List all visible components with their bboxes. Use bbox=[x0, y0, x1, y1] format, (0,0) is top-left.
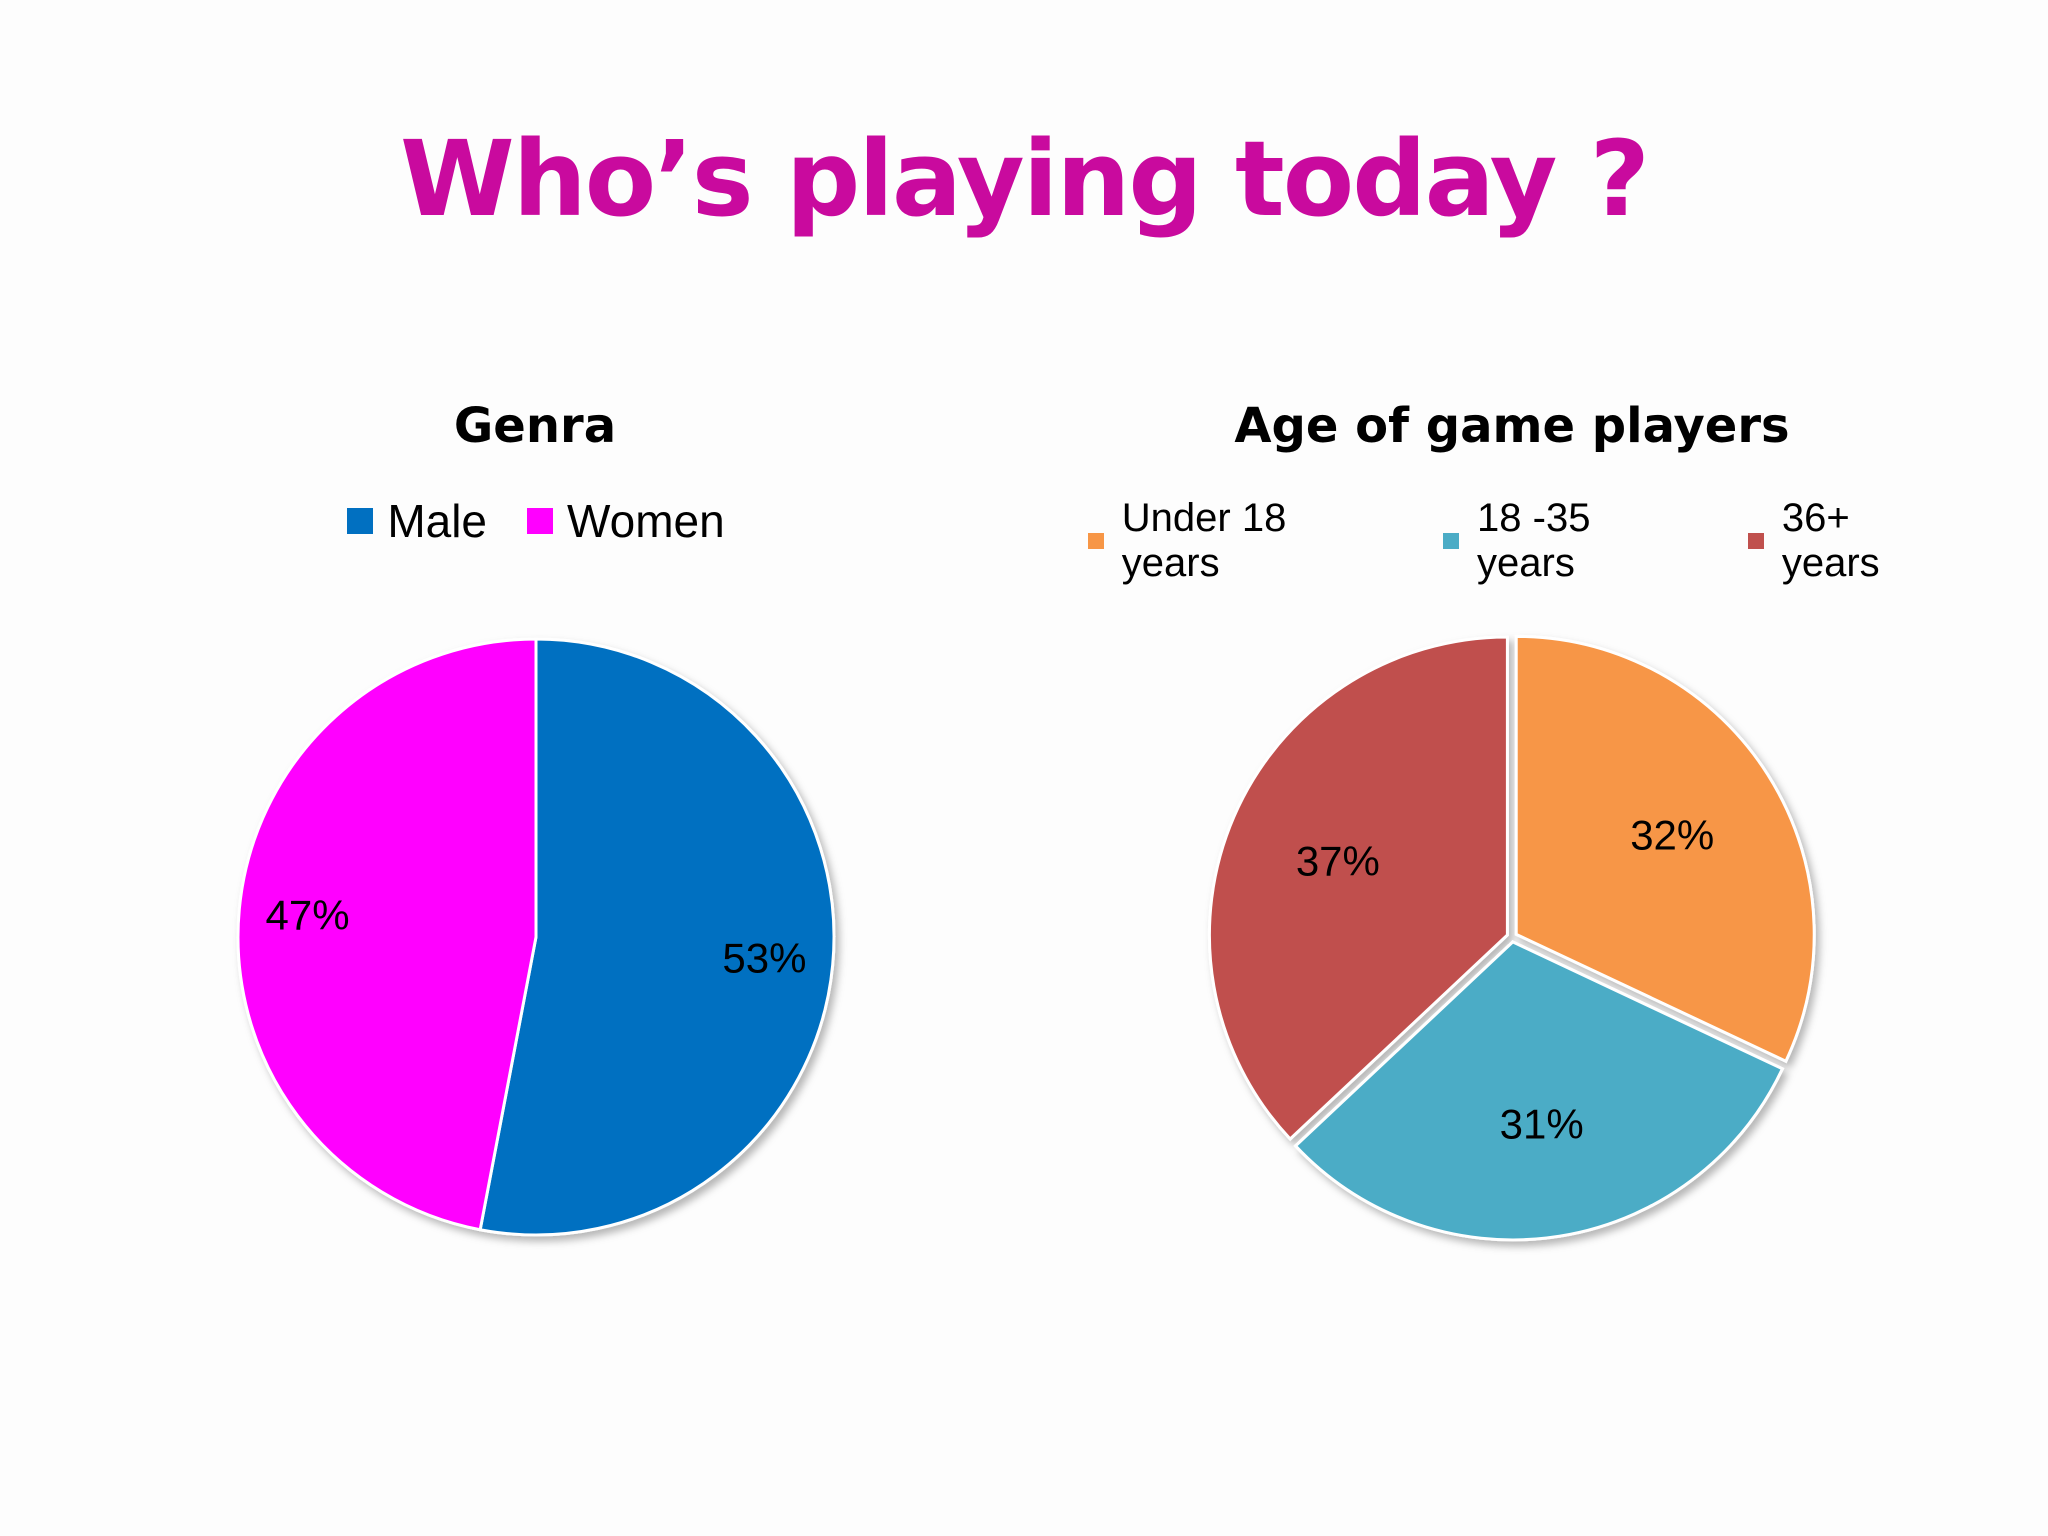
age-pie-labels: 32% 31% 37% bbox=[1296, 811, 1714, 1147]
legend-label-women: Women bbox=[567, 495, 725, 547]
legend-item-women: Women bbox=[527, 494, 725, 548]
genra-pie bbox=[236, 637, 836, 1237]
genra-chart-title: Genra bbox=[453, 398, 617, 454]
legend-swatch-women bbox=[527, 508, 554, 534]
legend-item-36-plus: 36+ years bbox=[1748, 496, 1956, 586]
age-pie bbox=[1207, 634, 1816, 1242]
legend-label-male: Male bbox=[387, 495, 488, 547]
legend-swatch-36-plus bbox=[1748, 533, 1764, 549]
age-legend: Under 18 years 18 -35 years 36+ years bbox=[1062, 496, 1982, 586]
age-slice-label-2: 37% bbox=[1296, 838, 1380, 885]
genra-slice-label-1: 47% bbox=[266, 891, 350, 938]
genra-pie-labels: 53% 47% bbox=[266, 891, 807, 981]
legend-swatch-18-35 bbox=[1443, 533, 1460, 549]
age-chart-title: Age of game players bbox=[1234, 398, 1790, 454]
age-slice-1 bbox=[1293, 940, 1785, 1242]
age-slice-0 bbox=[1514, 634, 1816, 1064]
legend-item-male: Male bbox=[347, 494, 487, 548]
legend-label-under-18: Under 18 years bbox=[1121, 496, 1287, 585]
legend-label-36-plus: 36+ years bbox=[1781, 496, 1880, 585]
age-slice-2 bbox=[1207, 635, 1509, 1142]
legend-item-18-35: 18 -35 years bbox=[1443, 496, 1696, 586]
legend-item-under-18: Under 18 years bbox=[1088, 496, 1391, 586]
legend-label-18-35: 18 -35 years bbox=[1477, 496, 1591, 585]
genra-slice-0 bbox=[478, 637, 836, 1237]
genra-slice-1 bbox=[236, 637, 538, 1232]
legend-swatch-male bbox=[347, 508, 374, 534]
genra-slice-label-0: 53% bbox=[722, 935, 806, 982]
legend-swatch-under-18 bbox=[1088, 533, 1104, 549]
age-slice-label-1: 31% bbox=[1500, 1100, 1584, 1147]
slide-title: Who’s playing today ? bbox=[400, 118, 1650, 240]
age-slice-label-0: 32% bbox=[1630, 811, 1714, 858]
genra-legend: Male Women bbox=[86, 494, 986, 548]
